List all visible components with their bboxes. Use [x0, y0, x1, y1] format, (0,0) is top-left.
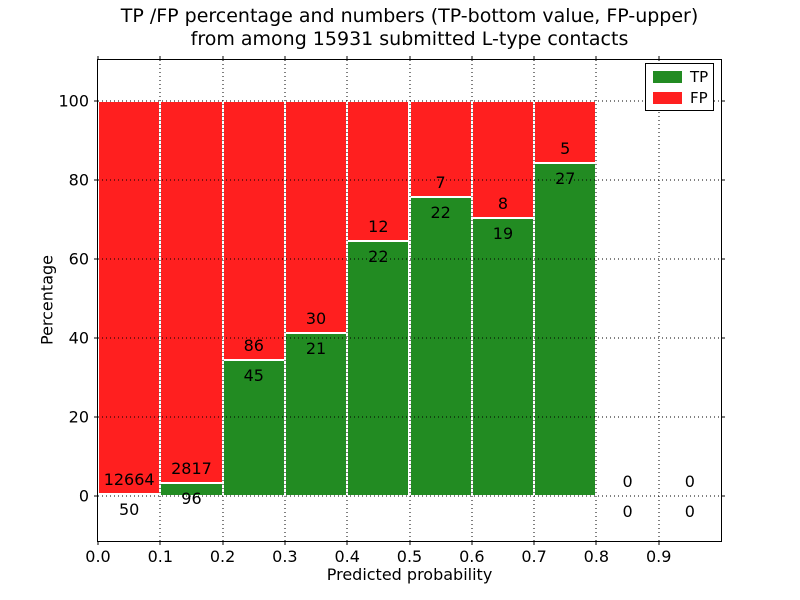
tp-bar-segment — [409, 196, 472, 496]
legend-item: TP — [653, 68, 709, 86]
y-tick-label: 40 — [68, 328, 89, 348]
fp-bar-segment — [284, 101, 348, 334]
x-tick-label: 0.6 — [459, 547, 485, 566]
chart-title: TP /FP percentage and numbers (TP-bottom… — [97, 5, 722, 51]
tp-bar-segment — [471, 218, 535, 496]
y-tick-right — [721, 258, 725, 260]
x-tick-label: 0.3 — [272, 547, 298, 566]
fp-count-label: 2817 — [171, 458, 212, 478]
tp-count-label: 0 — [622, 501, 633, 521]
tp-count-label: 22 — [430, 202, 451, 222]
legend-label: TP — [690, 68, 709, 86]
x-tick-bottom — [346, 541, 348, 545]
tp-count-label: 19 — [492, 224, 514, 244]
chart-title-line-2: from among 15931 submitted L-type contac… — [190, 28, 629, 50]
x-tick-bottom — [471, 541, 473, 545]
fp-bar-segment — [98, 101, 161, 495]
fp-bar-segment — [347, 101, 410, 241]
legend-item: FP — [653, 89, 708, 107]
x-tick-label: 0.8 — [583, 547, 610, 566]
x-tick-bottom — [658, 541, 660, 545]
tp-bar-segment — [222, 360, 285, 496]
tp-count-label: 50 — [118, 500, 140, 520]
fp-bar-segment — [471, 101, 535, 219]
x-tick-bottom — [222, 541, 224, 545]
y-tick-label: 60 — [68, 249, 89, 269]
tp-count-label: 22 — [368, 246, 389, 266]
fp-legend-swatch-icon — [653, 92, 682, 104]
y-tick-label: 0 — [78, 486, 89, 506]
y-axis-label: Percentage — [37, 254, 57, 346]
x-tick-label: 0.7 — [521, 547, 547, 566]
tp-count-label: 27 — [555, 168, 576, 188]
fp-count-label: 12664 — [103, 470, 155, 490]
x-tick-bottom — [595, 541, 597, 545]
tp-count-label: 21 — [305, 339, 327, 359]
annotations-layer: 12664 50 2817 96 86 45 30 21 12 22 7 22 8 19 5 27 0 0 0 0 — [98, 60, 721, 541]
fp-count-label: 8 — [497, 194, 509, 214]
bars-layer — [98, 60, 721, 541]
fp-count-label: 5 — [560, 138, 571, 158]
x-tick-label: 0.4 — [334, 547, 360, 566]
x-tick-bottom — [159, 541, 161, 545]
x-tick-label: 0.9 — [645, 547, 672, 566]
tp-bar-segment — [534, 162, 597, 496]
x-tick-label: 0.2 — [209, 547, 236, 566]
x-tick-bottom — [97, 541, 99, 545]
y-tick-right — [721, 100, 725, 102]
x-tick-label: 0.1 — [147, 547, 174, 566]
fp-count-label: 7 — [435, 172, 446, 192]
y-tick-label: 80 — [68, 170, 89, 190]
x-tick-label: 0.5 — [396, 547, 423, 566]
fp-count-label: 30 — [305, 309, 327, 329]
y-tick-right — [721, 495, 725, 497]
tp-legend-swatch-icon — [653, 71, 682, 83]
x-tick-bottom — [409, 541, 410, 545]
x-tick-label: 0.0 — [85, 547, 111, 566]
y-tick-right — [721, 179, 725, 181]
tp-count-label: 0 — [684, 501, 695, 521]
y-tick-right — [721, 416, 725, 418]
x-tick-bottom — [533, 541, 535, 545]
y-tick-label: 100 — [58, 91, 89, 111]
fp-count-label: 86 — [243, 336, 264, 356]
tp-count-label: 96 — [181, 488, 202, 508]
fp-bar-segment — [160, 101, 223, 483]
legend: TP FP — [645, 63, 714, 111]
fp-count-label: 0 — [684, 471, 695, 491]
chart-title-line-1: TP /FP percentage and numbers (TP-bottom… — [120, 5, 699, 27]
fp-count-label: 12 — [368, 216, 389, 236]
fp-bar-segment — [222, 101, 285, 361]
legend-label: FP — [690, 89, 708, 107]
tp-bar-segment — [347, 240, 410, 496]
tp-bar-segment — [160, 482, 223, 496]
tp-bar-segment — [284, 333, 348, 496]
fp-count-label: 0 — [622, 471, 633, 491]
plot-area: 0 20 40 60 80 100 0.0 0.1 0.2 0.3 0.4 0.5 0.6 0.7 0.8 0… — [58, 56, 725, 566]
y-tick-right — [721, 337, 725, 339]
tp-count-label: 45 — [243, 366, 264, 386]
x-axis-label: Predicted probability — [326, 565, 493, 584]
x-tick-bottom — [284, 541, 286, 545]
y-tick-label: 20 — [68, 407, 89, 427]
